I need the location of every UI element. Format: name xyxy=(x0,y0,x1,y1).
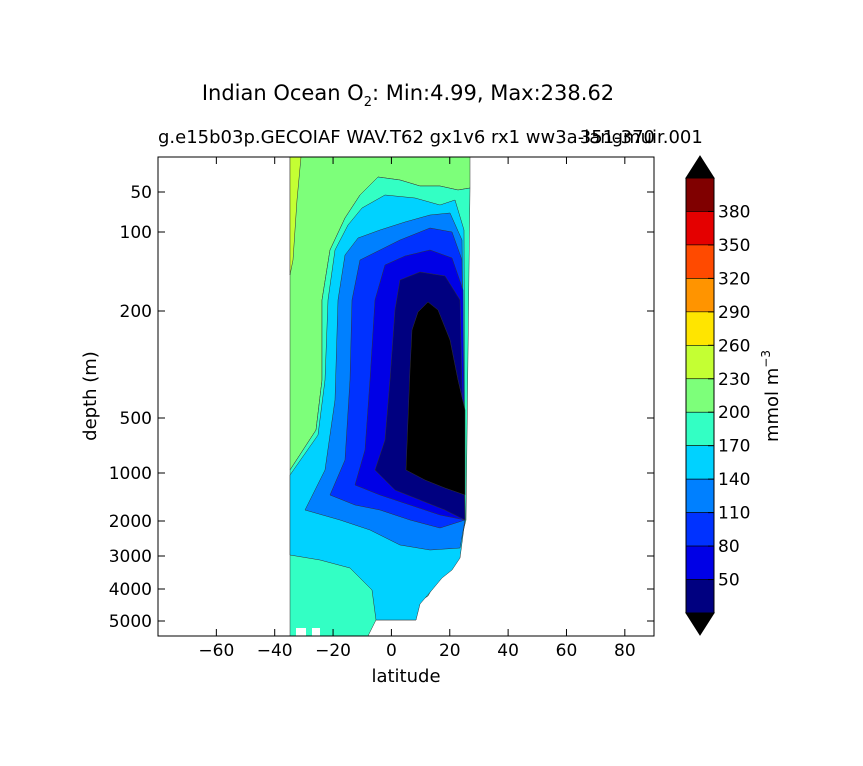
colorbar-swatch xyxy=(685,411,715,446)
x-tick-label: −20 xyxy=(315,641,351,661)
x-tick-label: −40 xyxy=(257,641,293,661)
colorbar-tick-label: 380 xyxy=(718,202,750,222)
y-tick-label: 2000 xyxy=(109,512,152,532)
y-tick-label: 3000 xyxy=(109,547,152,567)
colorbar-tick-label: 230 xyxy=(718,370,750,390)
x-tick-label: 20 xyxy=(439,641,461,661)
y-tick-label: 50 xyxy=(130,183,152,203)
chart-subtitle-right: 351-370 xyxy=(580,127,655,148)
y-tick-label: 5000 xyxy=(109,612,152,632)
colorbar-tick-label: 320 xyxy=(718,269,750,289)
contour-band-under xyxy=(405,301,466,496)
colorbar-under-triangle xyxy=(685,612,715,636)
x-tick-label: −60 xyxy=(198,641,234,661)
y-tick-label: 100 xyxy=(120,223,152,243)
land-mask-2 xyxy=(312,628,320,636)
plot-frame xyxy=(157,156,655,637)
colorbar-over-triangle xyxy=(685,155,715,179)
colorbar-swatch xyxy=(685,345,715,380)
colorbar-swatch xyxy=(685,244,715,279)
colorbar-tick-label: 200 xyxy=(718,403,750,423)
colorbar-swatch xyxy=(685,211,715,246)
y-axis-label: depth (m) xyxy=(80,351,101,441)
colorbar-tick-label: 350 xyxy=(718,236,750,256)
y-tick-label: 200 xyxy=(120,302,152,322)
land-mask-3 xyxy=(416,620,470,636)
y-axis: 50 100 200 500 1000 2000 3000 4000 5000 xyxy=(109,183,654,632)
chart-title: Indian Ocean O2: Min:4.99, Max:238.62 xyxy=(202,81,614,110)
colorbar-label: mmol m−3 xyxy=(759,350,783,442)
colorbar-tick-label: 260 xyxy=(718,336,750,356)
colorbar: 50 80 110 140 170 200 230 260 290 320 350 380 xyxy=(685,155,750,636)
colorbar-tick-label: 170 xyxy=(718,437,750,457)
colorbar-tick-label: 140 xyxy=(718,470,750,490)
x-axis: −60 −40 −20 0 20 40 60 80 xyxy=(198,157,636,661)
colorbar-swatch xyxy=(685,445,715,480)
y-tick-label: 4000 xyxy=(109,580,152,600)
colorbar-tick-label: 110 xyxy=(718,504,750,524)
y-tick-label: 1000 xyxy=(109,464,152,484)
x-tick-label: 80 xyxy=(614,641,636,661)
colorbar-swatch xyxy=(685,177,715,212)
land-mask-1 xyxy=(296,628,306,636)
colorbar-swatch xyxy=(685,579,715,614)
colorbar-swatch xyxy=(685,478,715,513)
x-tick-label: 40 xyxy=(497,641,519,661)
x-axis-label: latitude xyxy=(371,666,440,687)
colorbar-swatch xyxy=(685,378,715,413)
contour-field xyxy=(289,156,471,637)
colorbar-tick-label: 290 xyxy=(718,303,750,323)
colorbar-swatch xyxy=(685,545,715,580)
y-tick-label: 500 xyxy=(120,409,152,429)
colorbar-frame xyxy=(685,177,715,614)
plot-area: −60 −40 −20 0 20 40 60 80 50 100 200 500 1000 2000 30… xyxy=(109,156,655,661)
colorbar-tick-label: 80 xyxy=(718,537,740,557)
colorbar-tick-label: 50 xyxy=(718,571,740,591)
x-tick-label: 60 xyxy=(556,641,578,661)
colorbar-swatch xyxy=(685,512,715,547)
colorbar-swatch xyxy=(685,278,715,313)
chart-subtitle-left: g.e15b03p.GECOIAF WAV.T62 gx1v6 rx1 ww3a… xyxy=(158,127,703,148)
colorbar-swatch xyxy=(685,311,715,346)
x-tick-label: 0 xyxy=(386,641,397,661)
